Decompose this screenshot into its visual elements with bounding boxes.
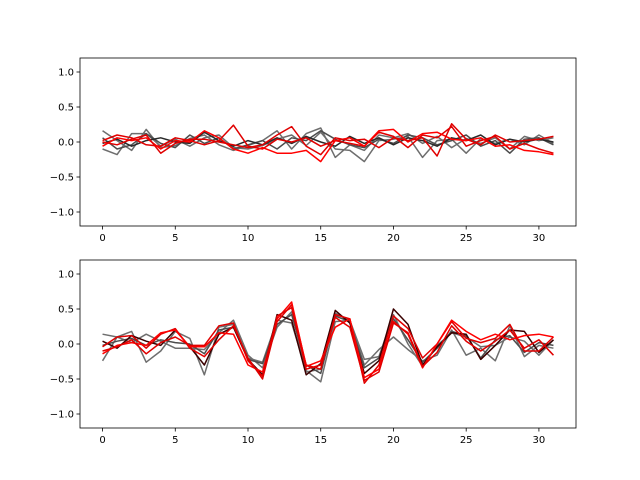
y-tick-label: 0.5 [58,305,74,316]
y-tick-label: 0.0 [58,340,74,351]
x-tick-label: 0 [99,233,105,244]
y-tick-label: 0.5 [58,103,74,114]
series-line-5 [102,301,554,379]
x-tick-label: 10 [242,435,255,446]
series-line-6 [102,123,554,157]
y-tick-label: 0.0 [58,138,74,149]
y-tick-label: −0.5 [50,173,74,184]
x-tick-label: 5 [172,435,178,446]
top-axes: 0 5 10 15 20 25 30 −1.0 −0.5 0.0 0.5 1.0 [50,57,577,244]
y-tick-label: 1.0 [58,68,74,79]
x-tick-label: 5 [172,233,178,244]
y-tick-label: −0.5 [50,375,74,386]
x-tick-label: 15 [314,435,327,446]
x-tick-label: 0 [99,435,105,446]
y-tick-label: −1.0 [50,410,74,421]
series-line-4 [102,124,554,154]
y-tick-label: −1.0 [50,208,74,219]
x-tick-label: 20 [387,233,400,244]
x-tick-label: 25 [460,233,473,244]
x-tick-label: 10 [242,233,255,244]
series-line-5 [102,128,554,163]
x-tick-label: 25 [460,435,473,446]
y-tick-label: 1.0 [58,270,74,281]
bottom-axes: 0 5 10 15 20 25 30 −1.0 −0.5 0.0 0.5 1.0 [50,259,577,446]
x-tick-label: 30 [533,435,546,446]
series-line-6 [102,306,554,382]
x-tick-label: 20 [387,435,400,446]
x-tick-label: 30 [533,233,546,244]
x-tick-label: 15 [314,233,327,244]
